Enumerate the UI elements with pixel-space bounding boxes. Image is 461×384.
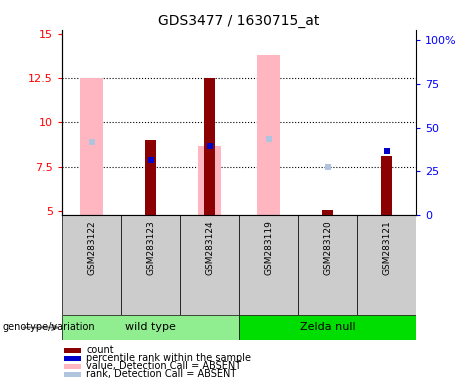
- Text: GSM283120: GSM283120: [323, 220, 332, 275]
- Bar: [257, 55, 280, 215]
- Bar: [64, 356, 81, 361]
- Text: value, Detection Call = ABSENT: value, Detection Call = ABSENT: [86, 361, 242, 371]
- Bar: [322, 210, 333, 215]
- Bar: [239, 315, 416, 340]
- Text: Zelda null: Zelda null: [300, 323, 355, 333]
- Bar: [64, 372, 81, 377]
- Bar: [198, 146, 221, 215]
- Text: wild type: wild type: [125, 323, 176, 333]
- Bar: [298, 215, 357, 315]
- Bar: [80, 78, 103, 215]
- Text: genotype/variation: genotype/variation: [2, 323, 95, 333]
- Bar: [381, 156, 392, 215]
- Bar: [145, 140, 156, 215]
- Text: GSM283121: GSM283121: [382, 220, 391, 275]
- Bar: [62, 215, 121, 315]
- Bar: [239, 215, 298, 315]
- Text: GSM283122: GSM283122: [87, 220, 96, 275]
- Text: GSM283123: GSM283123: [146, 220, 155, 275]
- Text: GSM283124: GSM283124: [205, 220, 214, 275]
- Bar: [180, 215, 239, 315]
- Bar: [64, 364, 81, 369]
- Bar: [62, 315, 239, 340]
- Bar: [121, 215, 180, 315]
- Text: percentile rank within the sample: percentile rank within the sample: [86, 353, 251, 363]
- Bar: [64, 348, 81, 353]
- Title: GDS3477 / 1630715_at: GDS3477 / 1630715_at: [158, 13, 319, 28]
- Text: GSM283119: GSM283119: [264, 220, 273, 275]
- Bar: [357, 215, 416, 315]
- Text: rank, Detection Call = ABSENT: rank, Detection Call = ABSENT: [86, 369, 236, 379]
- Bar: [204, 78, 215, 215]
- Text: count: count: [86, 345, 114, 355]
